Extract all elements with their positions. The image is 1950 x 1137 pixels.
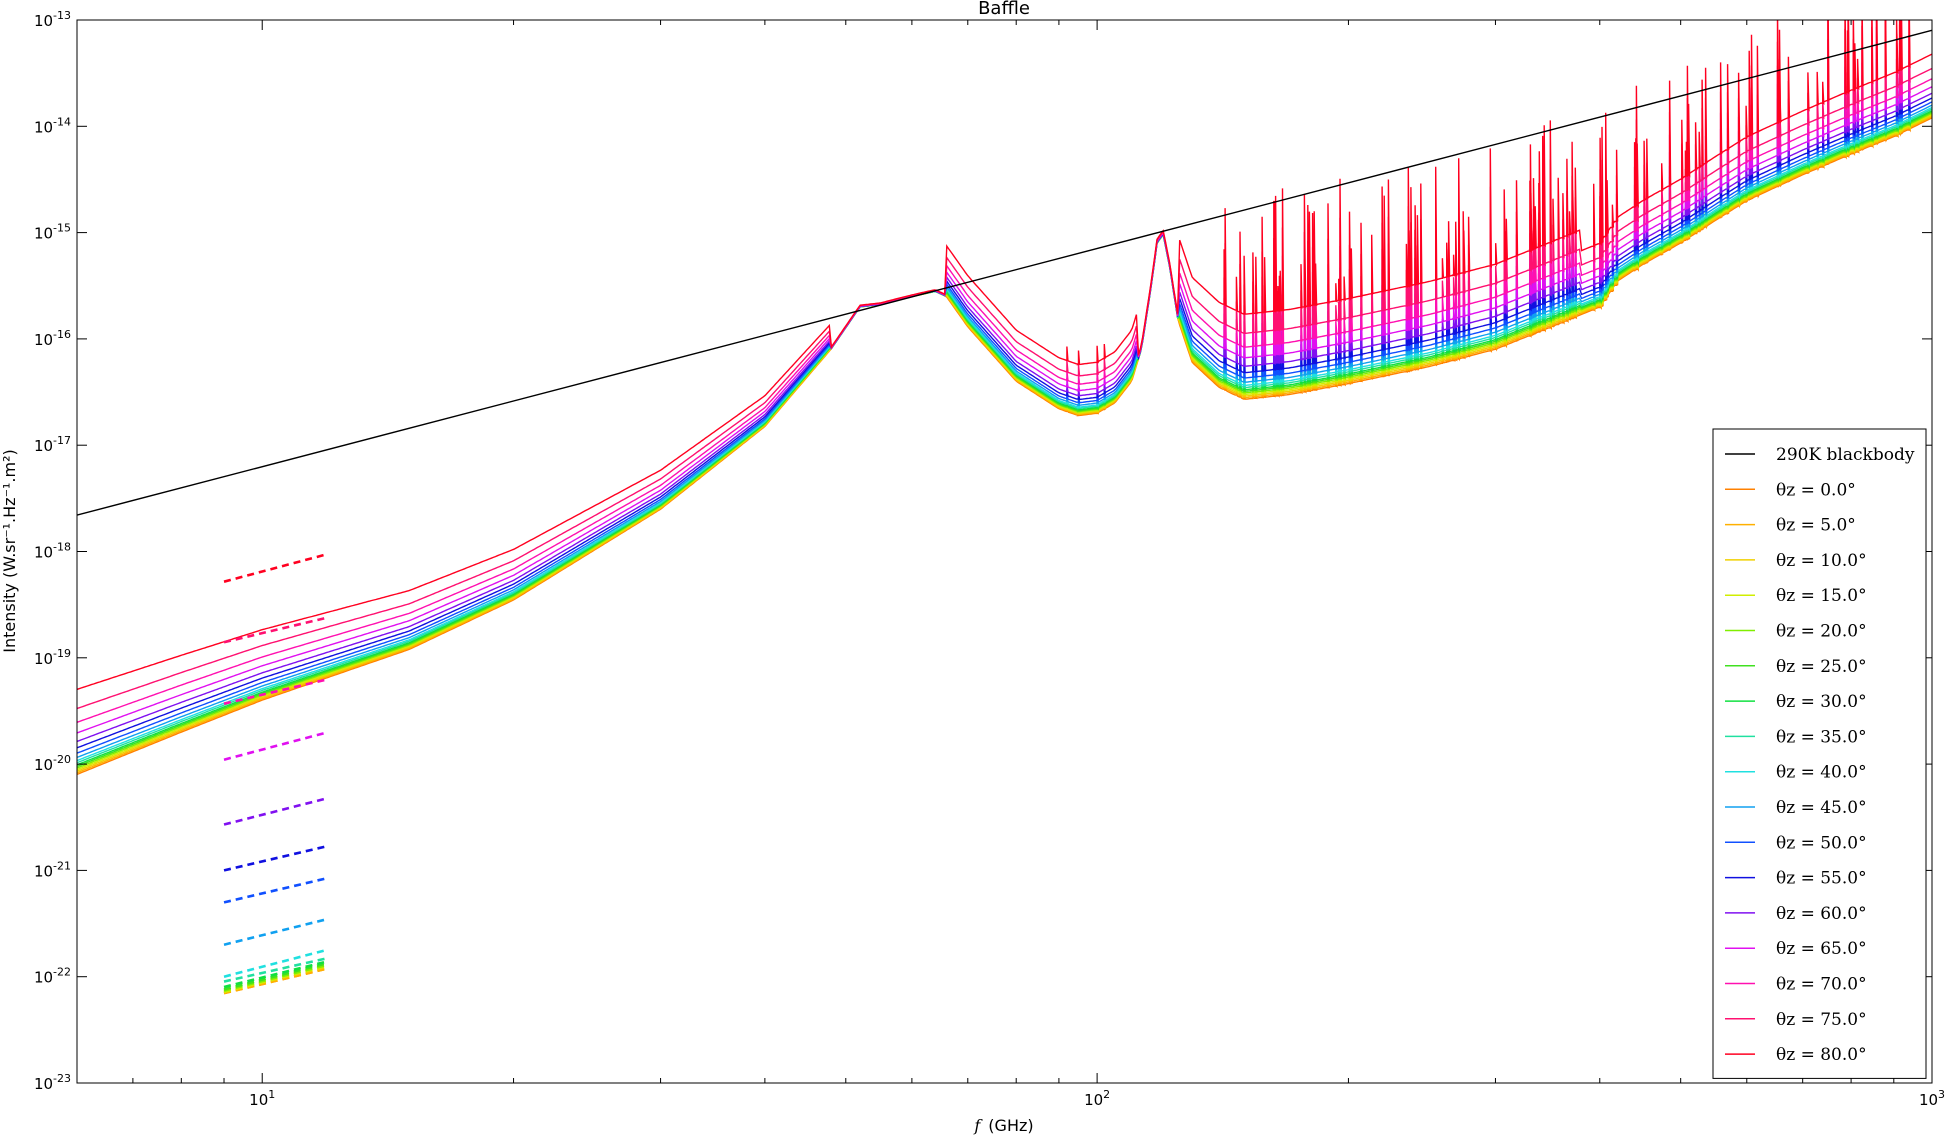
chart-title: Baffle	[978, 0, 1030, 19]
legend-label: θz = 20.0°	[1776, 622, 1867, 642]
y-tick-label: 10-17	[34, 434, 71, 455]
y-tick-label: 10-19	[34, 647, 71, 668]
series-line-15	[77, 20, 1932, 710]
y-tick-label: 10-22	[34, 966, 71, 987]
series-dash-10	[223, 876, 329, 904]
series-dash-6	[223, 959, 329, 989]
legend-box	[1712, 428, 1927, 1079]
legend-label: θz = 50.0°	[1776, 833, 1867, 853]
series-line-11	[77, 60, 1932, 749]
y-tick-label: 10-15	[34, 222, 71, 243]
legend-label: θz = 70.0°	[1776, 975, 1867, 995]
y-tick-label: 10-23	[34, 1072, 71, 1093]
series-dash-1	[223, 967, 329, 995]
legend-label: θz = 10.0°	[1776, 551, 1867, 571]
legend-label: θz = 80.0°	[1776, 1045, 1867, 1065]
series-dash-16	[223, 552, 329, 583]
legend-label: θz = 15.0°	[1776, 586, 1867, 606]
series-line-14	[77, 20, 1932, 723]
y-tick-label: 10-13	[34, 9, 71, 30]
series-dash-13	[223, 730, 329, 761]
x-tick-label: 102	[1084, 1088, 1110, 1109]
legend-label: θz = 60.0°	[1776, 904, 1867, 924]
y-axis-label: Intensity (W.sr⁻¹.Hz⁻¹.m²)	[0, 449, 19, 653]
series-dash-15	[223, 616, 329, 644]
legend: 290K blackbody θz = 0.0° θz = 5.0° θz = 10.…	[1712, 428, 1927, 1079]
y-tick-label: 10-14	[34, 115, 71, 136]
legend-label: θz = 75.0°	[1776, 1010, 1867, 1030]
legend-label: θz = 55.0°	[1776, 869, 1867, 889]
x-tick-label: 101	[249, 1088, 275, 1109]
series-dash-11	[223, 844, 329, 872]
legend-label: θz = 5.0°	[1776, 516, 1856, 536]
x-axis-label: f (GHz)	[973, 1116, 1033, 1135]
legend-label: θz = 25.0°	[1776, 657, 1867, 677]
series-line-16	[77, 20, 1932, 691]
series-dash-5	[223, 961, 329, 991]
legend-label: 290K blackbody	[1776, 445, 1915, 465]
y-tick-label: 10-16	[34, 328, 71, 349]
legend-label: θz = 45.0°	[1776, 798, 1867, 818]
x-tick-label: 103	[1919, 1088, 1945, 1109]
series-dash-8	[223, 948, 329, 978]
y-tick-label: 10-21	[34, 859, 71, 880]
series-line-12	[77, 49, 1932, 743]
series-dash-9	[223, 917, 329, 946]
legend-label: θz = 40.0°	[1776, 763, 1867, 783]
y-tick-label: 10-18	[34, 541, 71, 562]
series-dash-14	[223, 677, 329, 705]
plot-background	[77, 20, 1932, 1083]
series-line-13	[77, 33, 1932, 734]
series-dash-12	[223, 796, 329, 826]
series-dash-7	[223, 956, 329, 983]
blackbody-line	[77, 29, 1932, 516]
y-tick-label: 10-20	[34, 753, 71, 774]
legend-label: θz = 0.0°	[1776, 480, 1856, 500]
legend-label: θz = 35.0°	[1776, 727, 1867, 747]
legend-label: θz = 30.0°	[1776, 692, 1867, 712]
legend-label: θz = 65.0°	[1776, 939, 1867, 959]
